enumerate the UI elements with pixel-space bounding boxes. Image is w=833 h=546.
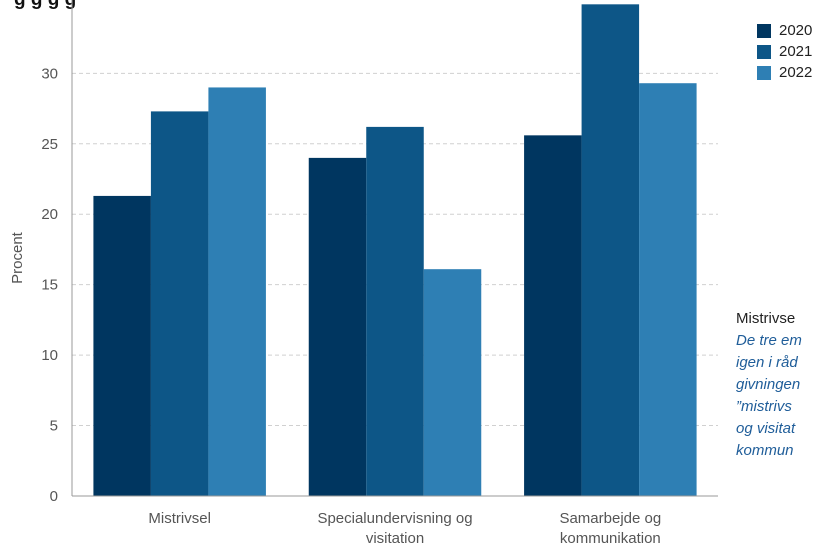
bar-2022-2 (639, 83, 697, 496)
legend-item-2022: 2022 (757, 62, 812, 83)
y-tick-label: 5 (50, 418, 58, 435)
y-axis-label: Procent (9, 231, 26, 284)
bar-2022-0 (208, 87, 266, 497)
y-tick-label: 20 (41, 206, 58, 223)
side-note-line: givningen (736, 376, 801, 393)
legend-item-2021: 2021 (757, 41, 812, 62)
side-note-line: og visitat (736, 420, 796, 437)
side-note-heading: Mistrivse (736, 310, 796, 327)
x-category-label: Mistrivsel (148, 510, 211, 527)
bar-2020-1 (308, 157, 367, 496)
legend-swatch-2022 (757, 65, 771, 80)
bar-2020-2 (524, 135, 582, 496)
side-note-line: igen i råd (736, 354, 798, 371)
bar-2021-0 (150, 111, 209, 496)
legend-item-2020: 2020 (757, 20, 812, 41)
legend-label: 2020 (779, 22, 813, 39)
x-category-label: Samarbejde og kommunikation (559, 510, 661, 546)
bar-2022-1 (423, 269, 482, 496)
legend-label: 2021 (779, 43, 813, 60)
bars (93, 4, 697, 497)
side-note-line: kommun (736, 442, 794, 459)
bar-2021-1 (366, 126, 424, 496)
legend-swatch-2020 (757, 23, 771, 38)
side-note-line: ”mistrivs (736, 398, 792, 415)
side-note: Mistrivse De tre em igen i råd givningen… (736, 308, 833, 462)
legend-label: 2022 (779, 64, 813, 81)
chart-title-fragment: g g g g (14, 0, 76, 11)
side-note-line: De tre em (736, 332, 802, 349)
axes: 0 5 10 15 20 25 30 Mistrivsel Specialundervisnin… (41, 0, 718, 546)
y-tick-label: 25 (41, 136, 58, 153)
y-tick-label: 15 (41, 277, 58, 294)
y-tick-label: 10 (41, 347, 58, 364)
bar-2021-2 (581, 4, 640, 497)
legend: 2020 2021 2022 (757, 20, 812, 83)
y-tick-label: 30 (41, 65, 58, 82)
y-tick-label: 0 (50, 488, 58, 505)
x-category-label: Specialundervisning og visitation (317, 510, 472, 546)
legend-swatch-2021 (757, 44, 771, 59)
bar-2020-0 (93, 195, 151, 496)
